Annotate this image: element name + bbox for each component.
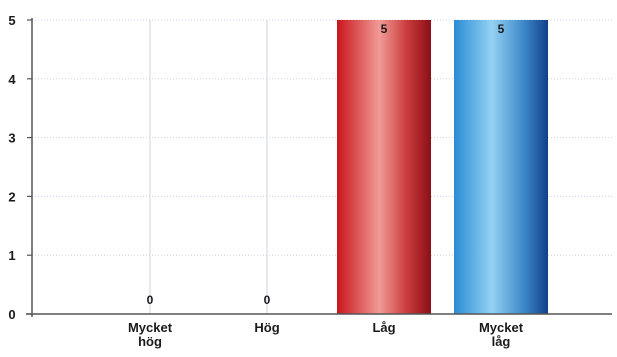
bar [454,20,548,314]
x-tick-label: Hög [254,320,279,335]
x-tick-label: Låg [372,320,395,335]
x-tick-label: Mycket låg [479,320,524,349]
bar [337,20,431,314]
y-tick-label: 2 [8,189,15,204]
x-tick-label: Mycket hög [128,320,173,349]
data-label: 5 [498,22,505,36]
y-tick-label: 5 [8,13,15,28]
labels: 0 0 5 5 0 1 2 3 4 5 Mycket hög Hög Låg Mycket låg [8,13,523,349]
bars [337,20,548,314]
data-label: 0 [264,293,271,307]
data-label: 0 [147,293,154,307]
y-tick-label: 0 [8,307,15,322]
y-tick-label: 4 [8,72,16,87]
y-tick-label: 3 [8,131,15,146]
data-label: 5 [381,22,388,36]
axes [26,18,612,317]
y-tick-label: 1 [8,248,15,263]
